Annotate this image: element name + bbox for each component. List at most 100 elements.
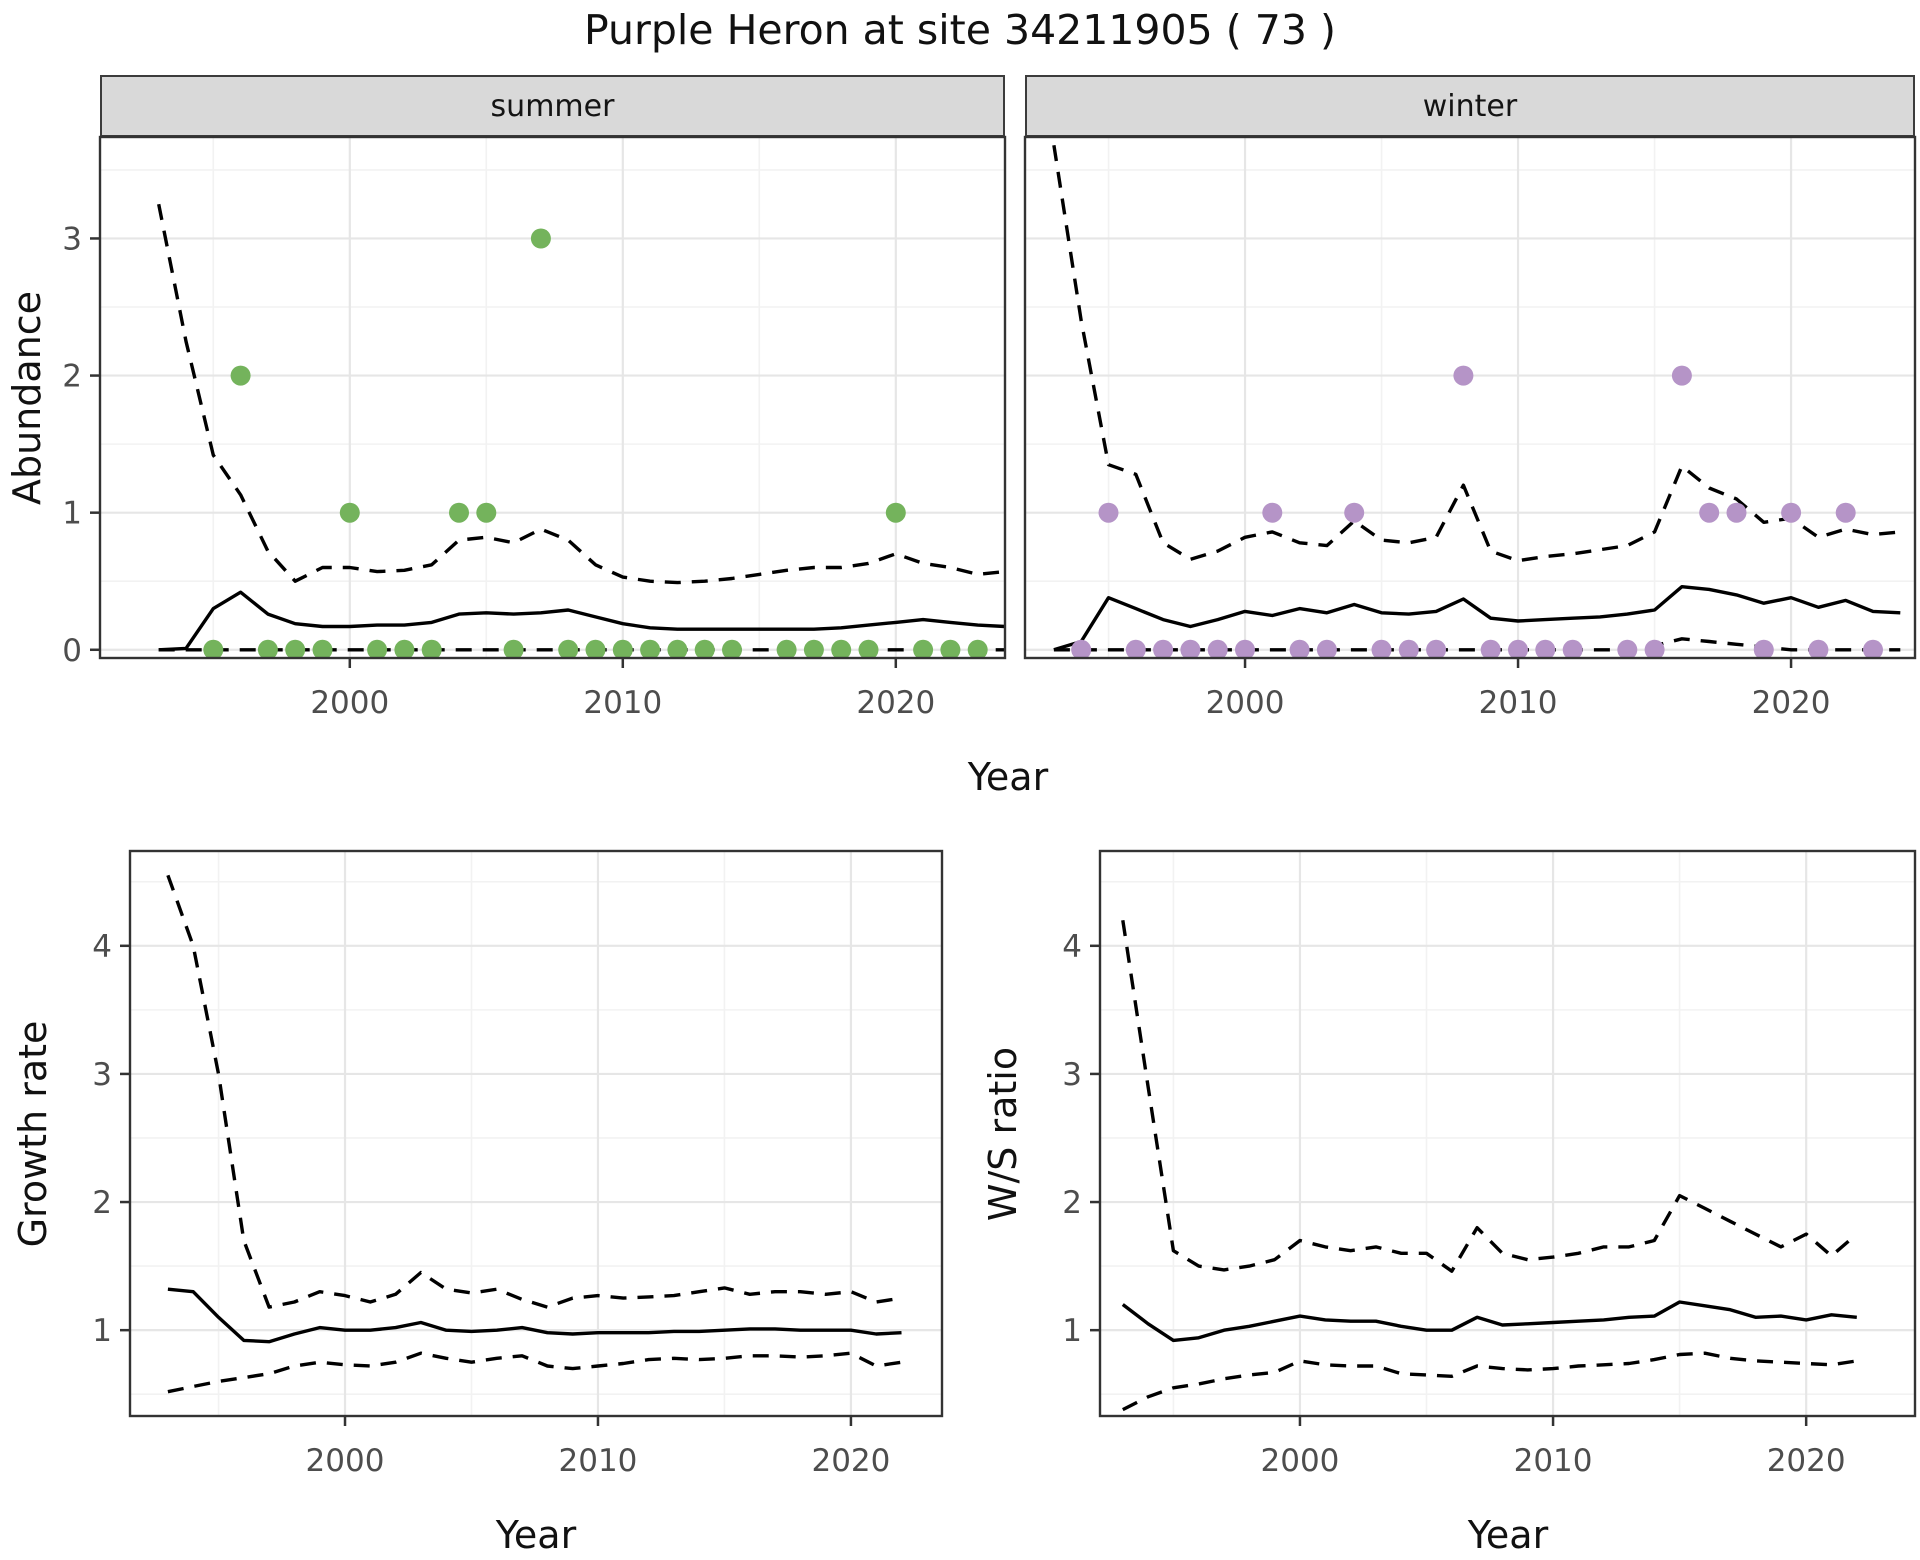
data-point bbox=[1753, 639, 1774, 658]
data-point bbox=[1398, 639, 1419, 658]
series-upper-95-ci-line bbox=[1052, 144, 1901, 563]
y-tick-label: 3 bbox=[1062, 1057, 1082, 1093]
data-point bbox=[1863, 639, 1883, 658]
x-tick-label: 2020 bbox=[1767, 1443, 1846, 1479]
data-point bbox=[312, 639, 333, 658]
series-group bbox=[166, 874, 902, 1394]
data-point bbox=[1726, 502, 1747, 523]
data-point bbox=[1235, 639, 1255, 658]
data-point bbox=[421, 639, 442, 658]
data-point bbox=[667, 639, 688, 658]
data-point bbox=[776, 639, 797, 658]
x-axis-title-year-top: Year bbox=[967, 755, 1049, 799]
data-point bbox=[803, 639, 824, 658]
x-tick-label: 2010 bbox=[559, 1443, 638, 1479]
data-point bbox=[1153, 639, 1174, 658]
data-point bbox=[1562, 639, 1583, 658]
data-point bbox=[503, 639, 524, 658]
y-tick-label: 2 bbox=[1062, 1185, 1082, 1221]
y-tick-label: 2 bbox=[92, 1185, 112, 1221]
data-point bbox=[1125, 639, 1146, 658]
data-point bbox=[940, 639, 961, 658]
series-group bbox=[1052, 144, 1901, 658]
series-median-line bbox=[167, 1287, 902, 1344]
data-point bbox=[1617, 639, 1638, 658]
x-tick-label: 2000 bbox=[1206, 685, 1285, 721]
x-tick-label: 2020 bbox=[1752, 685, 1831, 721]
data-point bbox=[1835, 502, 1856, 523]
plot-title: Purple Heron at site 34211905 ( 73 ) bbox=[584, 6, 1336, 54]
data-point bbox=[285, 639, 306, 658]
y-axis-title-ws-ratio: W/S ratio bbox=[981, 1047, 1025, 1221]
series-median-line bbox=[158, 590, 1005, 652]
data-point bbox=[1371, 639, 1392, 658]
y-axis-title-abundance: Abundance bbox=[5, 291, 49, 505]
data-point bbox=[1289, 639, 1310, 658]
series-median-line bbox=[1121, 1300, 1857, 1343]
panel-Growth rate: 2000 2010 2020 1 2 3 4 bbox=[92, 849, 944, 1479]
data-point bbox=[230, 365, 251, 386]
data-point bbox=[1098, 502, 1119, 523]
data-point bbox=[1699, 502, 1720, 523]
y-tick-label: 3 bbox=[62, 221, 82, 257]
y-axis-title-growth-rate: Growth rate bbox=[11, 1021, 55, 1248]
y-tick-label: 4 bbox=[92, 929, 112, 965]
panel-W/S ratio: 2000 2010 2020 1 2 3 4 bbox=[1062, 849, 1917, 1479]
series-group bbox=[1121, 919, 1858, 1412]
data-point bbox=[1644, 639, 1665, 658]
y-tick-label: 4 bbox=[1062, 929, 1082, 965]
x-tick-label: 2010 bbox=[1514, 1443, 1593, 1479]
y-tick-label: 0 bbox=[62, 633, 82, 669]
series-upper-95-ci-line bbox=[166, 874, 902, 1309]
data-point bbox=[640, 639, 661, 658]
x-axis-title-year-bottom-left: Year bbox=[495, 1513, 577, 1557]
data-point bbox=[722, 639, 742, 658]
data-point bbox=[1180, 639, 1201, 658]
facet-strip-winter: winter bbox=[1025, 75, 1915, 137]
data-point bbox=[694, 639, 715, 658]
series-median-line bbox=[1053, 585, 1901, 652]
data-point bbox=[367, 639, 388, 658]
x-tick-label: 2000 bbox=[1261, 1443, 1340, 1479]
y-tick-label: 2 bbox=[62, 359, 82, 395]
panels-group: 2000 2010 2020 0 1 2 3 2000 2010 2020 2000 2010 2020… bbox=[62, 135, 1917, 1479]
data-point bbox=[1453, 365, 1474, 386]
series-upper-95-ci-line bbox=[1121, 919, 1858, 1273]
data-point bbox=[1480, 639, 1501, 658]
data-point bbox=[203, 639, 224, 658]
data-point bbox=[1508, 639, 1528, 658]
data-point bbox=[394, 639, 415, 658]
data-point bbox=[831, 639, 852, 658]
data-point bbox=[1262, 502, 1283, 523]
data-point bbox=[530, 228, 551, 249]
data-point bbox=[257, 639, 278, 658]
data-point bbox=[339, 502, 360, 523]
y-tick-label: 3 bbox=[92, 1057, 112, 1093]
data-point bbox=[558, 639, 579, 658]
facet-strip-summer: summer bbox=[100, 75, 1005, 137]
panel-background bbox=[100, 137, 1005, 658]
panel-border bbox=[1098, 849, 1917, 1418]
data-point bbox=[1344, 502, 1365, 523]
data-point bbox=[913, 639, 934, 658]
y-tick-label: 1 bbox=[92, 1313, 112, 1349]
data-point bbox=[967, 639, 988, 658]
x-tick-label: 2010 bbox=[1479, 685, 1558, 721]
panel-background bbox=[1025, 137, 1915, 658]
data-point bbox=[1207, 639, 1228, 658]
x-tick-label: 2010 bbox=[583, 685, 662, 721]
data-point bbox=[449, 502, 469, 523]
x-tick-label: 2000 bbox=[310, 685, 389, 721]
data-point bbox=[612, 639, 633, 658]
panel-winter: 2000 2010 2020 bbox=[1023, 135, 1917, 721]
x-tick-label: 2020 bbox=[811, 1443, 890, 1479]
y-tick-label: 1 bbox=[62, 496, 82, 532]
facet-strip-winter-label: winter bbox=[1422, 88, 1518, 124]
data-point bbox=[476, 502, 497, 523]
panel-border bbox=[1023, 135, 1917, 660]
data-point bbox=[1535, 639, 1556, 658]
data-point bbox=[1671, 365, 1692, 386]
data-point bbox=[1426, 639, 1447, 658]
x-axis-title-year-bottom-right: Year bbox=[1467, 1513, 1549, 1557]
